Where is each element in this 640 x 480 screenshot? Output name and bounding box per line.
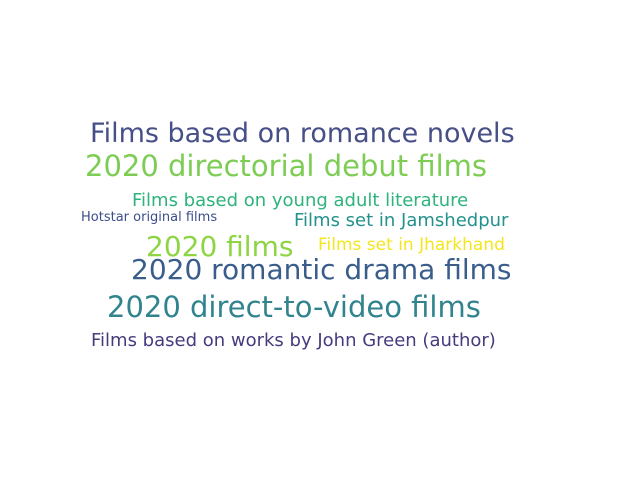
word-2020-directorial-debut-films: 2020 directorial debut films	[85, 149, 488, 183]
word-films-based-on-works-by-john-green: Films based on works by John Green (auth…	[91, 330, 496, 351]
word-films-set-in-jamshedpur: Films set in Jamshedpur	[294, 210, 509, 231]
word-films-set-in-jharkhand: Films set in Jharkhand	[318, 235, 505, 255]
word-2020-films: 2020 films	[146, 230, 294, 263]
word-2020-direct-to-video-films: 2020 direct-to-video films	[107, 290, 481, 324]
word-films-based-on-romance-novels: Films based on romance novels	[90, 118, 515, 149]
word-hotstar-original-films: Hotstar original films	[81, 210, 218, 225]
word-films-based-on-young-adult-literature: Films based on young adult literature	[132, 190, 469, 211]
word-2020-romantic-drama-films: 2020 romantic drama films	[131, 253, 512, 286]
